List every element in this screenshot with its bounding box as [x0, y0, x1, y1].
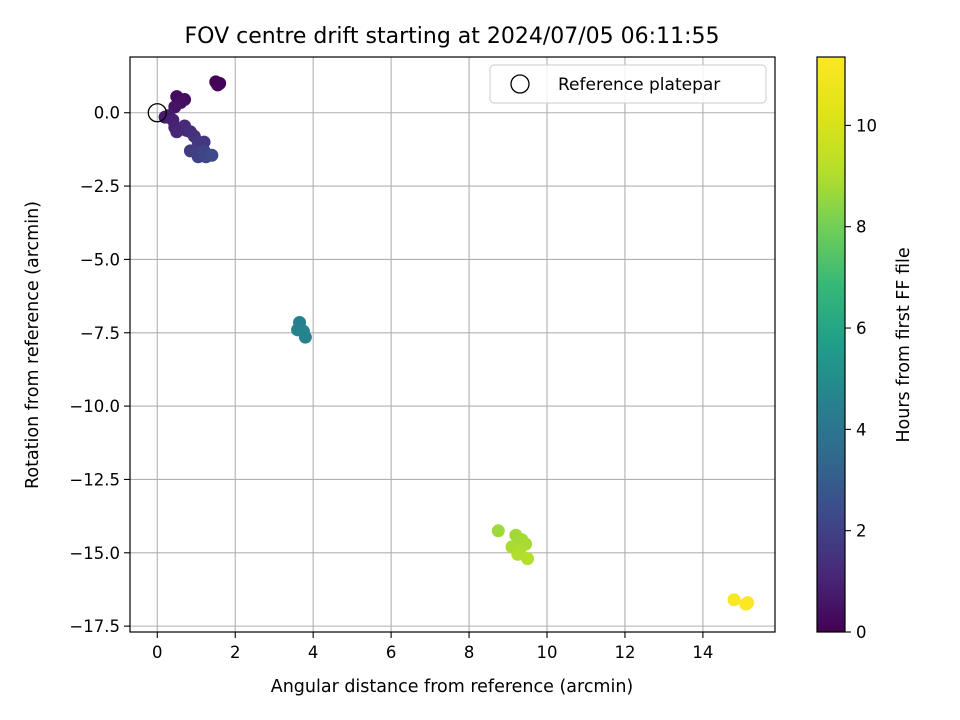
- plot-frame: [129, 56, 776, 633]
- data-point: [491, 524, 505, 538]
- y-axis-label: Rotation from reference (arcmin): [23, 201, 43, 489]
- x-tick-label: 2: [230, 643, 241, 662]
- colorbar-tick-label: 0: [856, 623, 867, 642]
- colorbar-ticks: 0 2 4 6 8 10: [845, 116, 877, 642]
- reference-platepar-marker: [147, 103, 167, 123]
- x-tick-label: 8: [464, 643, 475, 662]
- legend: Reference platepar: [489, 64, 767, 104]
- chart-title: FOV centre drift starting at 2024/07/05 …: [185, 24, 720, 49]
- colorbar-tick-label: 10: [856, 116, 877, 135]
- colorbar-tick-label: 6: [856, 319, 867, 338]
- x-tick-label: 6: [386, 643, 397, 662]
- y-tick-label: −10.0: [69, 397, 120, 416]
- x-axis-label: Angular distance from reference (arcmin): [271, 677, 634, 697]
- y-tick-label: −15.0: [69, 544, 120, 563]
- legend-entry-reference: Reference platepar: [558, 75, 720, 95]
- y-axis-ticks: 0.0 −2.5 −5.0 −7.5 −10.0 −12.5 −15.0 −17.5: [69, 104, 130, 636]
- y-tick-label: 0.0: [94, 104, 120, 123]
- y-tick-label: −5.0: [80, 250, 120, 269]
- data-point: [511, 547, 525, 561]
- y-tick-label: −2.5: [80, 177, 120, 196]
- data-point: [298, 330, 312, 344]
- colorbar-tick-label: 8: [856, 218, 867, 237]
- data-point: [213, 76, 227, 90]
- data-points: [147, 75, 755, 611]
- x-tick-label: 12: [614, 643, 635, 662]
- legend-reference-marker: [510, 74, 530, 94]
- data-point: [205, 148, 219, 162]
- x-axis-ticks: 0 2 4 6 8 10 12 14: [152, 632, 713, 662]
- data-point: [741, 596, 755, 610]
- data-point: [521, 552, 535, 566]
- x-tick-label: 14: [692, 643, 713, 662]
- y-tick-label: −12.5: [69, 470, 120, 489]
- data-point: [727, 593, 741, 607]
- colorbar-tick-label: 4: [856, 420, 867, 439]
- colorbar-label: Hours from first FF file: [894, 247, 914, 442]
- y-tick-label: −17.5: [69, 617, 120, 636]
- colorbar-gradient: [816, 56, 846, 633]
- colorbar-tick-label: 2: [856, 522, 867, 541]
- x-tick-label: 0: [152, 643, 163, 662]
- legend-box: [489, 64, 767, 104]
- y-tick-label: −7.5: [80, 324, 120, 343]
- grid-lines: [130, 57, 775, 632]
- colorbar: 0 2 4 6 8 10 Hours from first FF file: [816, 56, 914, 642]
- x-tick-label: 4: [308, 643, 319, 662]
- x-tick-label: 10: [537, 643, 558, 662]
